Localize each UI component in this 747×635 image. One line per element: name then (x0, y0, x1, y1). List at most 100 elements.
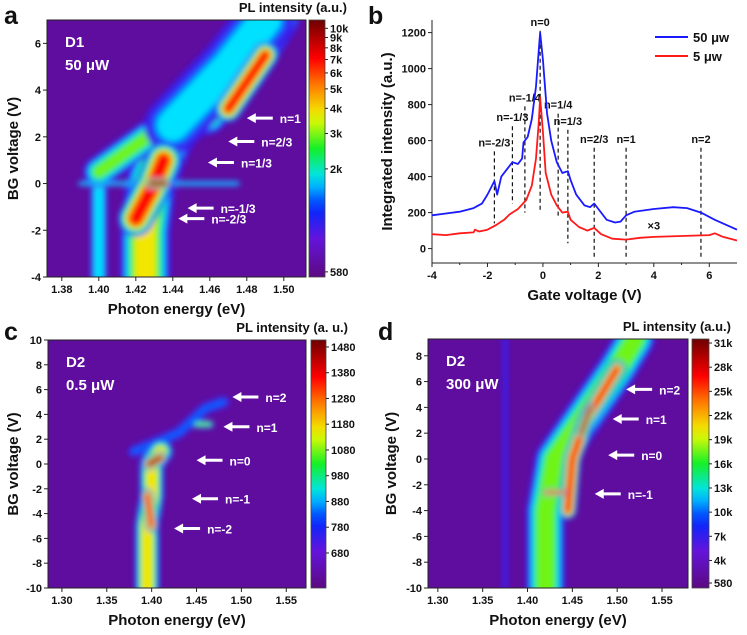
multiplier-note: ×3 (648, 221, 661, 233)
arrow-head-icon (228, 136, 238, 147)
x-tick-label: 1.42 (125, 284, 146, 296)
annotation-arrow: n=-1/3 (187, 202, 256, 216)
x-tick-label: 1.30 (51, 595, 72, 607)
annotation-label: n=2/3 (261, 135, 292, 149)
annotation-arrow: n=1 (223, 421, 278, 435)
y-tick-label: 0 (35, 179, 41, 191)
y-tick-label: 6 (36, 385, 42, 397)
colorbar-tick-label: 1380 (331, 368, 355, 380)
series-line-50uw (431, 31, 738, 231)
annotation-label: n=-2/3 (211, 213, 246, 227)
panel-letter: b (368, 2, 383, 30)
colorbar-tick-label: 580 (714, 578, 732, 590)
y-tick-label: 800 (408, 100, 426, 112)
y-tick-label: 4 (416, 402, 423, 414)
y-tick-label: -4 (31, 272, 42, 284)
annotation-label: n=-1/3 (221, 202, 256, 216)
y-tick-label: 4 (36, 409, 43, 421)
colorbar-tick-label: 13k (714, 483, 733, 495)
annotation-arrow: n=0 (608, 449, 663, 463)
y-tick-label: 4 (35, 85, 42, 97)
y-tick-label: -10 (406, 583, 422, 595)
x-tick-label: 1.46 (199, 284, 220, 296)
colorbar-tick-label: 1080 (331, 445, 355, 457)
arrow-head-icon (608, 450, 618, 461)
x-tick-label: 1.40 (88, 284, 109, 296)
annotation-arrow: n=2 (232, 391, 287, 405)
annotation-arrow: n=-2 (174, 522, 232, 536)
sample-label: D1 (65, 34, 84, 51)
y-tick-label: 0 (416, 454, 422, 466)
x-axis-label: Photon energy (eV) (108, 301, 246, 318)
annotation-arrow: n=1 (612, 413, 667, 427)
annotation-label: n=1 (280, 112, 301, 126)
annotation-label: n=1 (256, 421, 277, 435)
y-tick-label: 2 (36, 434, 42, 446)
sample-label: D2 (446, 353, 465, 370)
colorbar-tick-label: 5k (330, 84, 343, 96)
colorbar-tick-label: 1180 (331, 419, 355, 431)
y-tick-label: 2 (416, 428, 422, 440)
x-axis-label: Photon energy (eV) (489, 612, 627, 629)
filling-marker-label: n=0 (531, 17, 550, 29)
panel-c: 1.30 1.35 1.40 1.45 1.50 1.55-10-8-6-4-202468… (4, 318, 355, 629)
x-tick-label: 1.55 (651, 595, 672, 607)
colorbar-tick-label: 1280 (331, 393, 355, 405)
power-label: 50 μW (65, 57, 110, 74)
x-tick-label: 1.48 (236, 284, 257, 296)
annotation-label: n=0 (230, 454, 251, 468)
heatmap-layer (502, 339, 655, 588)
heatmap-ridge (579, 405, 592, 435)
heatmap-layer (77, 20, 300, 277)
annotation-arrow: n=-2/3 (178, 213, 247, 227)
plot-frame (46, 19, 307, 278)
y-tick-label: -2 (32, 484, 42, 496)
colorbar-tick-label: 16k (714, 459, 733, 471)
colorbar-tick-label: 580 (330, 267, 348, 279)
y-tick-label: 6 (35, 38, 41, 50)
x-tick-label: 1.45 (186, 595, 207, 607)
y-tick-label: 600 (408, 136, 426, 148)
arrow-head-icon (178, 213, 188, 224)
annotation-label: n=-1 (628, 488, 653, 502)
colorbar-tick-label: 680 (331, 548, 349, 560)
y-tick-label: 10 (30, 335, 42, 347)
annotation-arrow: n=-1 (594, 488, 653, 502)
y-tick-label: 6 (416, 377, 422, 389)
y-tick-label: -10 (26, 583, 42, 595)
x-axis-label: Photon energy (eV) (108, 612, 246, 629)
filling-marker-label: n=1 (616, 134, 635, 146)
x-tick-label: 1.35 (472, 595, 493, 607)
annotation-arrow: n=2 (626, 383, 680, 397)
colorbar (308, 19, 326, 278)
arrow-head-icon (196, 455, 206, 466)
colorbar-tick-label: 10k (330, 23, 349, 35)
y-tick-label: -6 (412, 531, 422, 543)
heatmap-ridges (502, 339, 655, 588)
heatmap-ridge (146, 455, 163, 467)
colorbar (691, 338, 710, 589)
colorbar-tick-label: 9k (330, 33, 343, 45)
colorbar-tick-label: 880 (331, 496, 349, 508)
annotation-arrow: n=1 (246, 112, 301, 126)
y-tick-label: 0 (36, 459, 42, 471)
colorbar-tick-label: 19k (714, 435, 733, 447)
colorbar-title: PL intensity (a. u.) (236, 320, 348, 335)
heatmap-layer (128, 396, 230, 588)
arrow-head-icon (192, 493, 202, 504)
x-tick-label: 2 (595, 270, 601, 282)
heatmap-ridge (224, 50, 270, 113)
arrow-head-icon (626, 384, 636, 395)
x-tick-label: -4 (427, 270, 438, 282)
annotation-label: n=2 (659, 383, 680, 397)
x-tick-label: 4 (651, 270, 658, 282)
x-tick-label: 1.40 (517, 595, 538, 607)
x-tick-label: 1.38 (51, 284, 72, 296)
x-tick-label: 1.30 (427, 595, 448, 607)
annotation-label: n=1 (646, 413, 667, 427)
panel-letter: c (4, 318, 18, 346)
colorbar-title: PL intensity (a.u.) (239, 0, 347, 15)
colorbar-tick-label: 4k (330, 103, 343, 115)
annotation-label: n=-2 (207, 522, 232, 536)
x-axis-label: Gate voltage (V) (527, 287, 641, 304)
